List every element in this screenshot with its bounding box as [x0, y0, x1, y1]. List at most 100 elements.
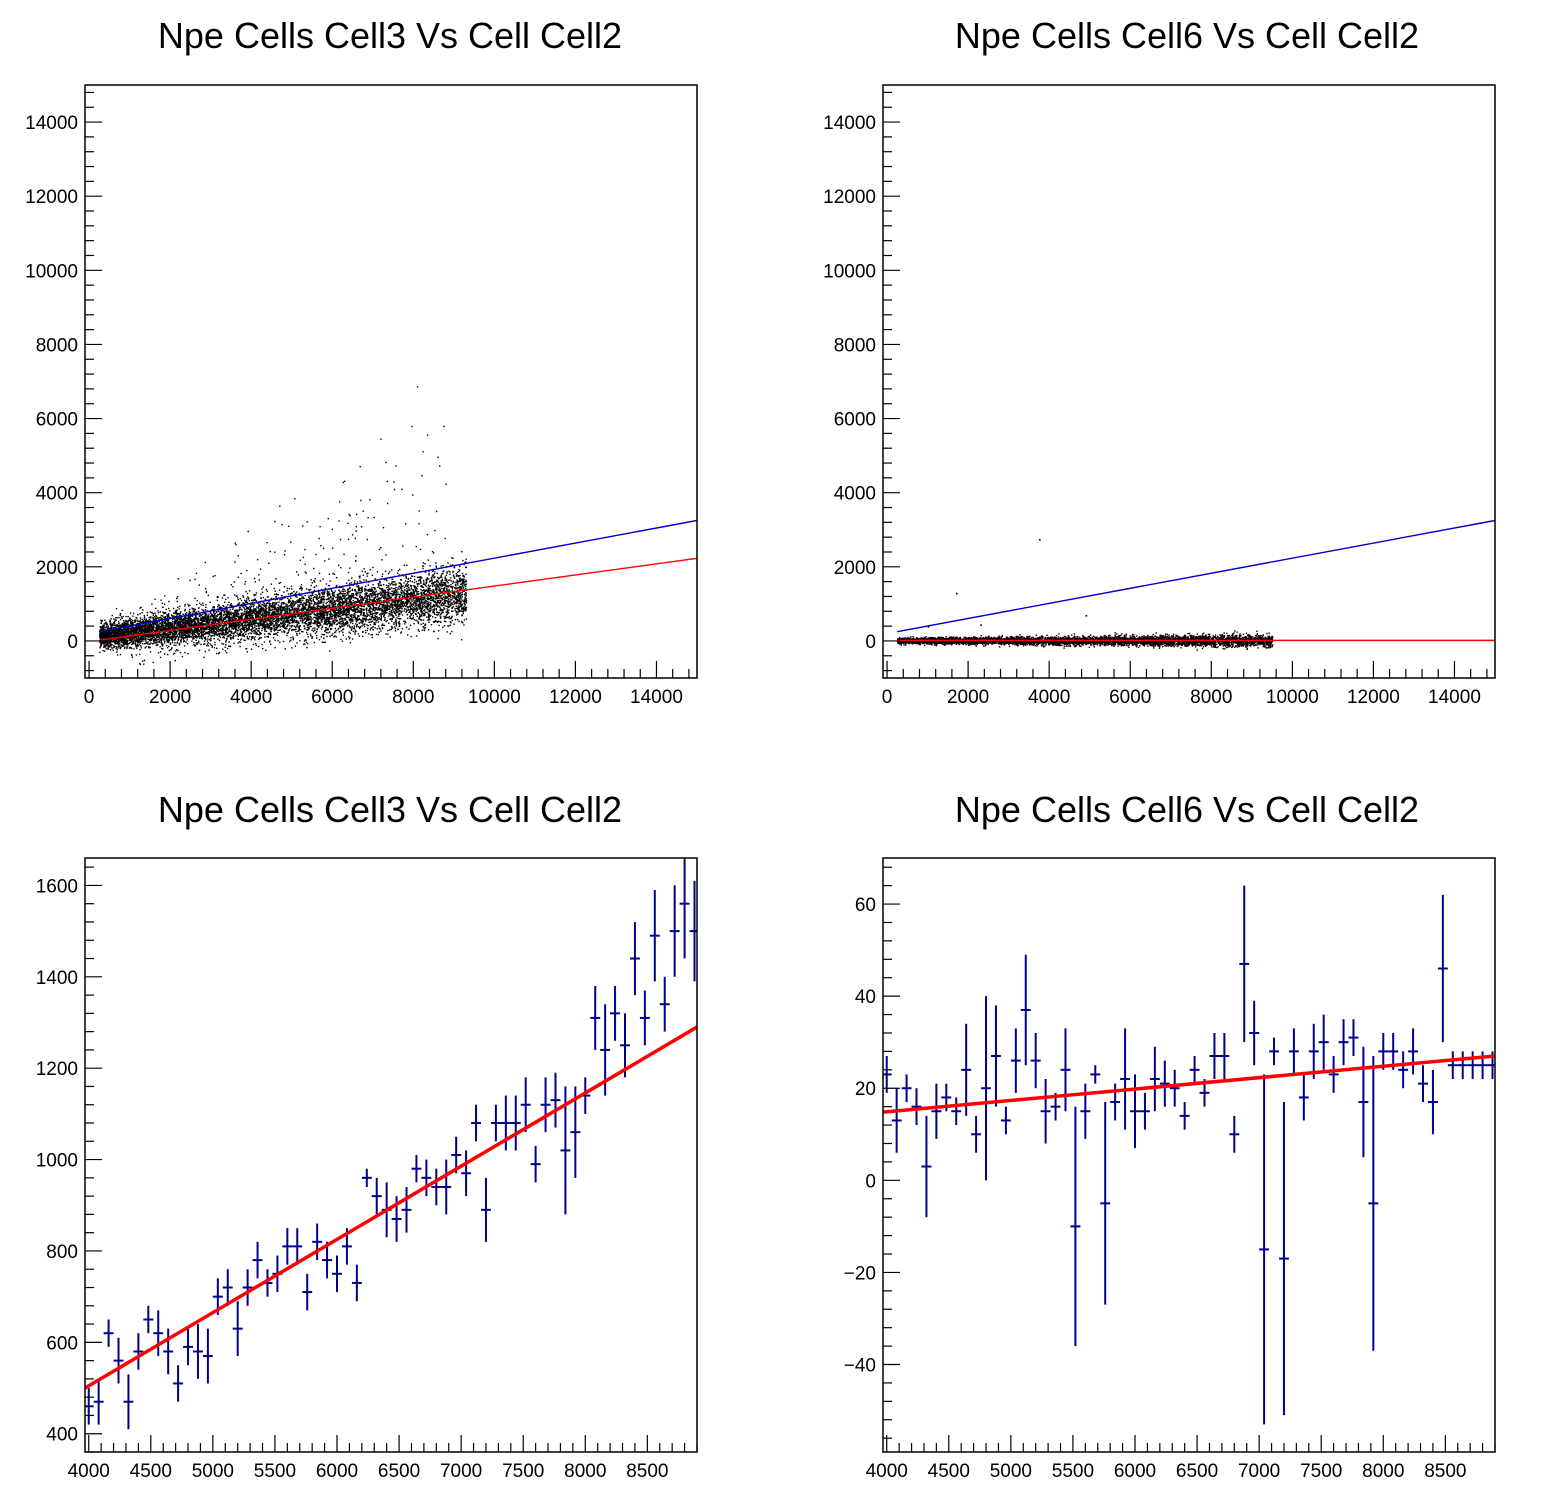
scatter-point — [436, 572, 438, 574]
scatter-point — [201, 637, 203, 639]
scatter-point — [265, 628, 267, 630]
scatter-point — [308, 599, 310, 601]
scatter-point — [368, 609, 371, 611]
scatter-point — [339, 613, 341, 616]
scatter-point — [327, 612, 329, 615]
scatter-point — [438, 577, 440, 580]
scatter-point — [349, 614, 351, 616]
scatter-point — [302, 596, 304, 598]
scatter-point — [275, 578, 277, 580]
scatter-point — [286, 612, 289, 614]
scatter-point — [266, 607, 268, 610]
scatter-point — [314, 621, 316, 623]
scatter-point — [411, 575, 413, 577]
scatter-point — [341, 600, 344, 602]
scatter-point — [323, 637, 325, 640]
scatter-point — [443, 583, 445, 585]
scatter-point — [439, 465, 441, 467]
scatter-point — [430, 624, 433, 626]
scatter-point — [224, 598, 227, 601]
scatter-point — [390, 583, 392, 585]
chart-title: Npe Cells Cell3 Vs Cell Cell2 — [158, 15, 622, 56]
scatter-point — [289, 608, 291, 611]
scatter-point — [435, 587, 437, 589]
scatter-point — [327, 584, 330, 587]
scatter-point — [264, 611, 266, 613]
scatter-point — [218, 635, 220, 637]
scatter-point — [206, 638, 209, 640]
scatter-point — [318, 617, 320, 620]
scatter-point — [274, 607, 276, 609]
scatter-point — [322, 612, 324, 614]
scatter-point — [462, 579, 465, 581]
scatter-point — [217, 638, 219, 640]
scatter-point — [278, 610, 280, 612]
scatter-point — [398, 612, 401, 615]
scatter-point — [299, 588, 301, 590]
scatter-point — [153, 615, 156, 618]
scatter-point — [174, 610, 177, 613]
scatter-point — [458, 570, 460, 573]
scatter-point — [225, 606, 228, 608]
scatter-point — [288, 599, 291, 601]
scatter-point — [334, 601, 336, 603]
scatter-point — [293, 607, 296, 610]
scatter-point — [362, 619, 364, 621]
scatter-point — [187, 620, 189, 622]
scatter-point — [423, 593, 426, 595]
scatter-point — [223, 623, 225, 625]
scatter-point — [371, 611, 373, 613]
scatter-point — [323, 622, 326, 624]
scatter-point — [178, 620, 180, 622]
scatter-point — [201, 629, 203, 632]
scatter-point — [452, 597, 454, 600]
scatter-point — [438, 594, 441, 596]
scatter-point — [161, 647, 163, 650]
scatter-point — [210, 640, 212, 642]
scatter-point — [290, 609, 292, 611]
scatter-point — [273, 602, 275, 604]
scatter-point — [302, 618, 304, 620]
scatter-point — [374, 596, 377, 598]
scatter-point — [374, 617, 376, 619]
scatter-point — [113, 618, 115, 620]
scatter-point — [287, 525, 290, 527]
scatter-point — [370, 618, 373, 620]
scatter-point — [324, 617, 326, 619]
scatter-point — [313, 613, 316, 615]
scatter-point — [436, 621, 439, 623]
scatter-point — [267, 614, 269, 616]
scatter-point — [334, 635, 336, 637]
scatter-point — [198, 642, 200, 644]
scatter-point — [249, 632, 251, 634]
scatter-point — [407, 602, 409, 604]
scatter-point — [374, 600, 376, 602]
scatter-point — [216, 629, 218, 631]
scatter-point — [318, 612, 321, 615]
scatter-point — [229, 608, 231, 611]
scatter-point — [364, 593, 366, 595]
scatter-points — [99, 386, 468, 666]
scatter-point — [369, 589, 371, 591]
scatter-point — [287, 616, 289, 619]
scatter-point — [390, 593, 393, 595]
scatter-point — [181, 632, 184, 634]
scatter-point — [216, 599, 219, 602]
scatter-point — [391, 605, 394, 607]
scatter-point — [122, 643, 125, 645]
scatter-point — [395, 600, 397, 602]
scatter-point — [337, 594, 339, 597]
scatter-point — [370, 594, 372, 596]
scatter-point — [286, 628, 288, 630]
scatter-point — [457, 591, 459, 594]
scatter-point — [445, 590, 447, 593]
scatter-point — [121, 644, 123, 647]
scatter-point — [306, 629, 308, 631]
scatter-point — [270, 583, 273, 585]
scatter-point — [328, 622, 330, 624]
scatter-point — [161, 602, 163, 605]
scatter-point — [180, 632, 182, 634]
scatter-point — [261, 629, 263, 632]
scatter-point — [164, 642, 166, 644]
scatter-point — [314, 620, 316, 622]
